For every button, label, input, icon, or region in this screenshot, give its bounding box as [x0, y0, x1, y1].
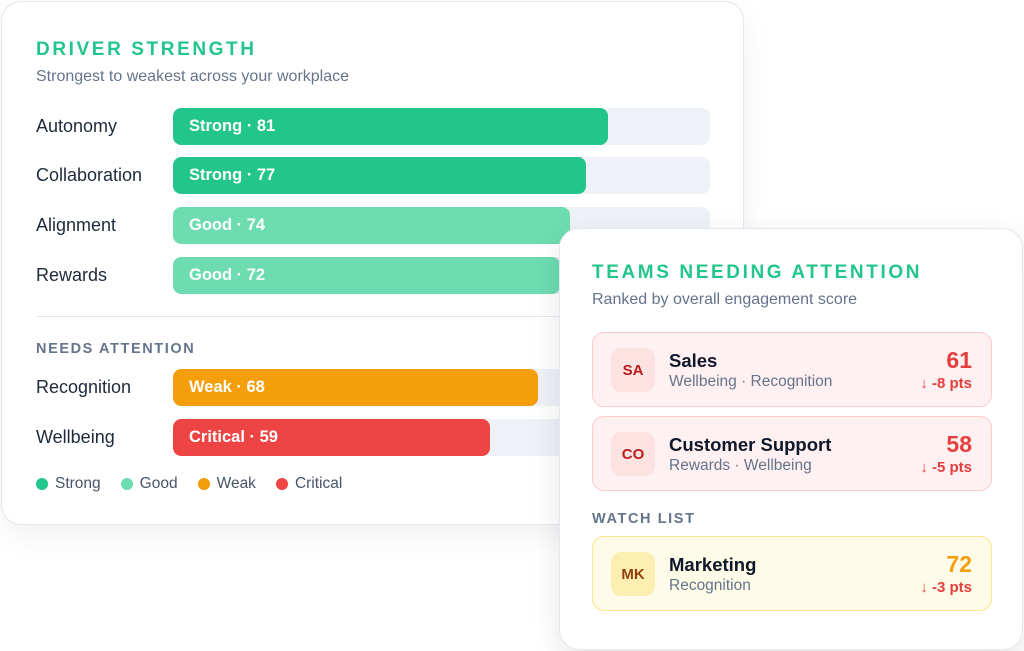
driver-strength-title: DRIVER STRENGTH	[36, 39, 257, 60]
team-name: Marketing	[669, 554, 757, 575]
team-score-delta: ↓ -8 pts	[920, 375, 972, 392]
driver-label: Collaboration	[36, 165, 143, 185]
legend-label: Strong	[55, 475, 101, 492]
watch-list-label: WATCH LIST	[592, 511, 696, 527]
driver-label: Autonomy	[36, 116, 118, 136]
driver-bar-fill: Critical · 59	[173, 419, 490, 456]
team-name: Customer Support	[669, 434, 832, 455]
legend-item-strong: Strong	[36, 475, 101, 493]
team-card-marketing[interactable]: MK Marketing Recognition 72 ↓ -3 pts	[592, 536, 992, 611]
legend-dot	[120, 478, 133, 490]
team-avatar: MK	[611, 552, 655, 596]
legend-label: Critical	[294, 475, 343, 492]
driver-row-autonomy[interactable]: Autonomy Strong · 81	[36, 108, 716, 146]
driver-label: Alignment	[36, 215, 117, 235]
teams-attention-subtitle: Ranked by overall engagement score	[592, 291, 858, 308]
team-avatar: SA	[611, 348, 655, 392]
team-drivers: Recognition	[669, 577, 751, 594]
team-score: 58	[946, 431, 972, 457]
driver-bar-fill: Good · 72	[173, 257, 560, 294]
driver-row-collaboration[interactable]: Collaboration Strong · 77	[36, 157, 716, 195]
team-score-delta: ↓ -5 pts	[920, 459, 972, 476]
legend-dot	[197, 478, 210, 490]
driver-bar-text: Weak · 68	[189, 378, 265, 396]
driver-bar-text: Good · 72	[189, 266, 266, 284]
team-drivers: Wellbeing · Recognition	[669, 373, 833, 390]
driver-bar-fill: Weak · 68	[173, 369, 539, 406]
legend-label: Weak	[216, 475, 256, 492]
driver-bar-text: Critical · 59	[189, 428, 278, 446]
driver-bar-track: Strong · 77	[173, 157, 710, 194]
driver-bar-text: Good · 74	[189, 216, 266, 234]
strength-legend: Strong Good Weak Critical	[36, 475, 342, 493]
driver-label: Recognition	[36, 377, 132, 397]
team-score: 61	[946, 347, 972, 373]
team-score: 72	[946, 551, 972, 577]
legend-item-good: Good	[120, 475, 178, 493]
legend-label: Good	[139, 475, 178, 492]
team-drivers: Rewards · Wellbeing	[669, 457, 812, 474]
teams-attention-title: TEAMS NEEDING ATTENTION	[592, 262, 923, 283]
driver-label: Rewards	[36, 265, 108, 285]
team-card-customer-support[interactable]: CO Customer Support Rewards · Wellbeing …	[592, 416, 992, 491]
driver-bar-fill: Strong · 77	[173, 157, 587, 194]
legend-item-critical: Critical	[275, 475, 343, 493]
legend-dot	[36, 478, 48, 490]
driver-label: Wellbeing	[36, 427, 115, 447]
teams-attention-card: TEAMS NEEDING ATTENTION Ranked by overal…	[559, 228, 1023, 650]
driver-bar-text: Strong · 77	[189, 166, 276, 184]
needs-attention-label: NEEDS ATTENTION	[36, 341, 196, 357]
legend-item-weak: Weak	[197, 475, 256, 493]
driver-strength-subtitle: Strongest to weakest across your workpla…	[36, 68, 350, 85]
section-divider	[36, 316, 711, 317]
driver-bar-fill: Strong · 81	[173, 108, 608, 145]
driver-bar-track: Strong · 81	[173, 108, 710, 145]
team-score-delta: ↓ -3 pts	[920, 579, 972, 596]
team-avatar: CO	[611, 432, 655, 476]
team-card-sales[interactable]: SA Sales Wellbeing · Recognition 61 ↓ -8…	[592, 332, 992, 407]
legend-dot	[275, 478, 288, 490]
driver-bar-fill: Good · 74	[173, 207, 571, 244]
driver-bar-text: Strong · 81	[189, 117, 276, 135]
team-name: Sales	[669, 350, 718, 371]
